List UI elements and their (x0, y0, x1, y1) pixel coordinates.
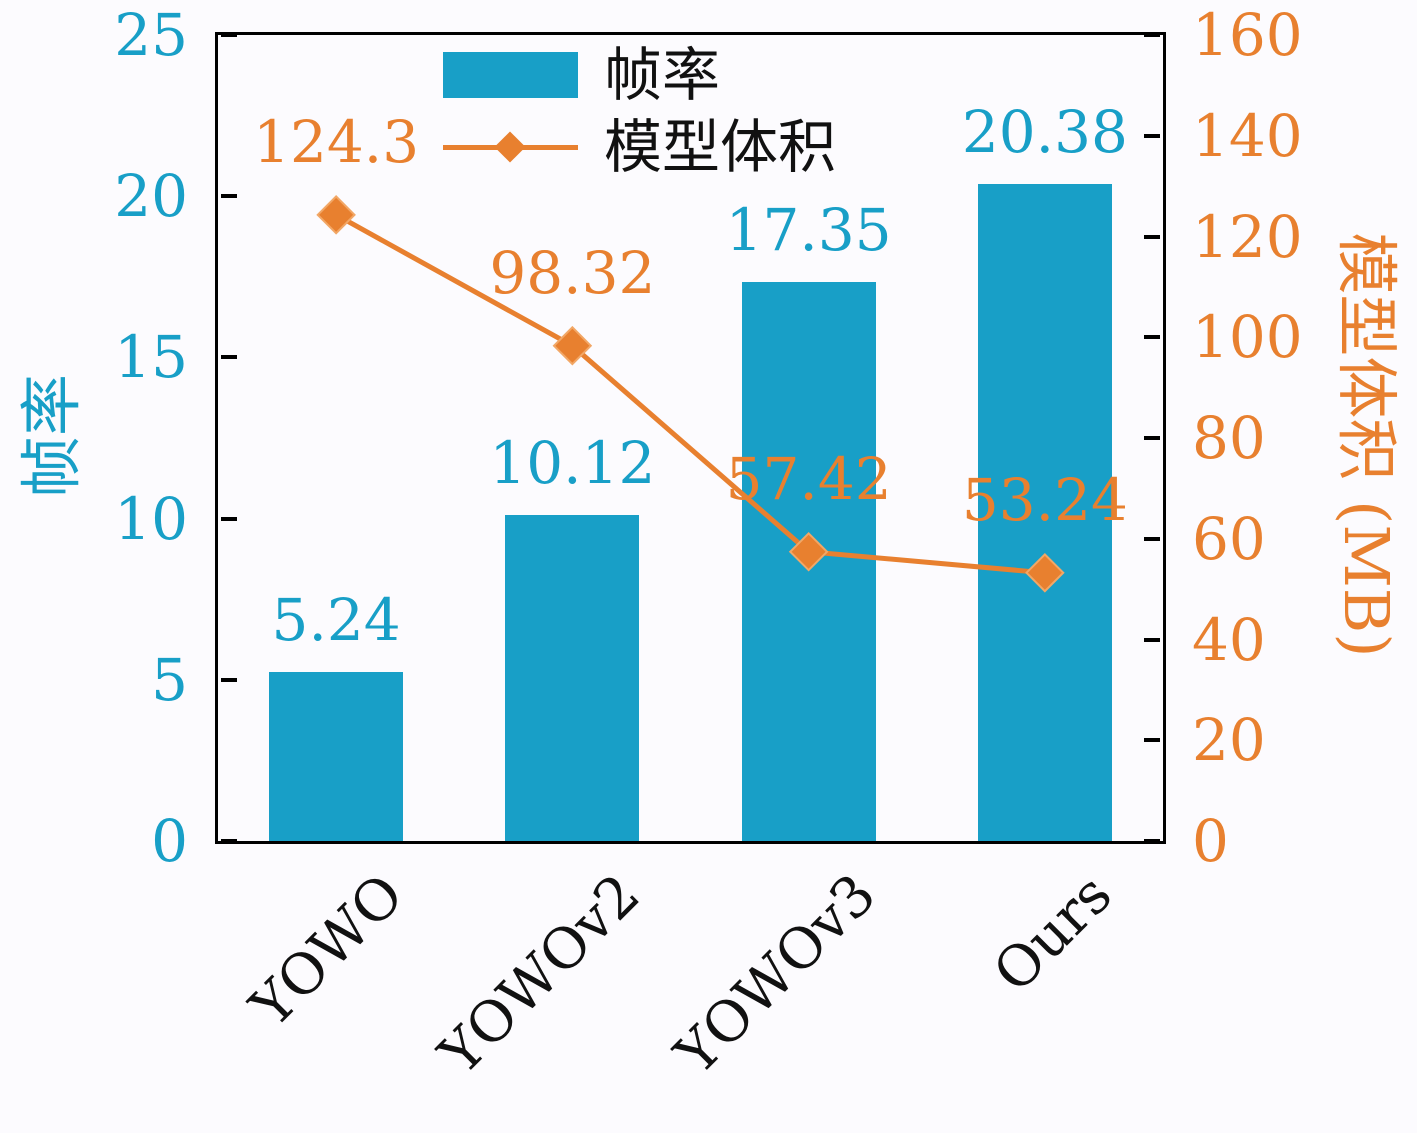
right-tick-label: 120 (1192, 202, 1303, 271)
legend-label-modelsize: 模型体积 (604, 113, 837, 181)
x-tick-label: YOWO (238, 862, 417, 1040)
left-tick-mark (221, 194, 237, 199)
line-value-label: 98.32 (489, 238, 656, 307)
x-tick-label: Ours (981, 862, 1125, 1006)
legend-item-framerate: 帧率 (443, 46, 836, 104)
legend: 帧率 模型体积 (443, 46, 836, 176)
right-tick-mark (1144, 637, 1160, 642)
plot-area (215, 32, 1166, 844)
left-tick-label: 0 (151, 807, 188, 875)
model-size-line (334, 212, 1046, 576)
diamond-marker-icon (494, 131, 526, 163)
right-tick-mark (1144, 436, 1160, 440)
legend-item-modelsize: 模型体积 (443, 118, 836, 176)
left-tick-mark (221, 355, 237, 360)
left-tick-mark (221, 33, 237, 37)
line-value-label: 53.24 (961, 465, 1128, 534)
right-tick-label: 140 (1192, 101, 1303, 170)
left-tick-label: 15 (114, 323, 188, 392)
right-tick-label: 20 (1192, 706, 1266, 775)
left-tick-label: 5 (151, 645, 188, 714)
diamond-marker (1025, 553, 1065, 593)
left-tick-mark (221, 677, 237, 682)
line-swatch-icon (443, 124, 578, 170)
right-tick-label: 0 (1192, 807, 1229, 875)
bar-value-label: 20.38 (961, 97, 1128, 166)
bar (505, 514, 640, 841)
line-value-label: 57.42 (725, 444, 892, 513)
right-tick-mark (1144, 234, 1160, 239)
model-size-line-layer (316, 195, 1065, 593)
line-value-label: 124.3 (253, 107, 420, 176)
bar-swatch-icon (443, 52, 578, 98)
left-axis-title: 帧率 (15, 373, 88, 499)
right-tick-mark (1144, 335, 1160, 340)
left-tick-label: 20 (114, 162, 188, 231)
left-tick-label: 25 (114, 1, 188, 69)
right-tick-mark (1144, 133, 1160, 138)
right-tick-label: 160 (1192, 1, 1303, 69)
x-tick-label: YOWOv3 (663, 862, 889, 1088)
left-tick-mark (221, 516, 237, 521)
right-tick-mark (1144, 839, 1160, 843)
legend-label-framerate: 帧率 (604, 41, 721, 109)
bar (269, 672, 404, 841)
bar-value-label: 5.24 (271, 586, 401, 655)
bar-value-label: 10.12 (489, 428, 656, 497)
right-axis-title: 模型体积 (MB) (1330, 232, 1403, 658)
diamond-marker (316, 195, 356, 235)
x-tick-label: YOWOv2 (427, 862, 653, 1088)
right-tick-label: 40 (1192, 605, 1266, 674)
diamond-marker (788, 531, 829, 572)
diamond-marker (552, 325, 593, 366)
right-tick-mark (1144, 33, 1160, 37)
left-tick-label: 10 (114, 484, 188, 553)
right-tick-label: 100 (1192, 303, 1303, 372)
right-tick-label: 80 (1192, 404, 1266, 472)
bar-value-label: 17.35 (725, 195, 892, 264)
left-tick-mark (221, 839, 237, 843)
right-tick-mark (1144, 738, 1160, 743)
bar (977, 183, 1112, 841)
right-tick-mark (1144, 536, 1160, 541)
right-tick-label: 60 (1192, 504, 1266, 573)
